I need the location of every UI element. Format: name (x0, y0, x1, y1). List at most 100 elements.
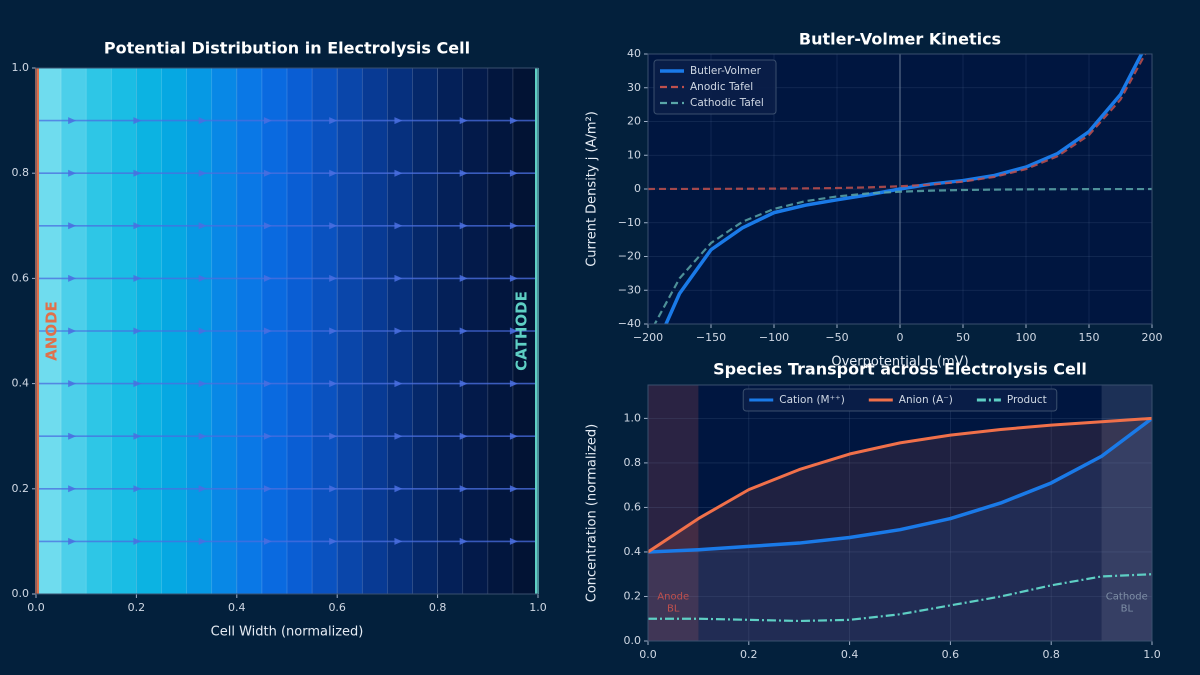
arrowhead (459, 537, 468, 545)
x-tick-label: 0.4 (841, 648, 859, 661)
arrowhead (133, 117, 142, 125)
arrowhead (394, 537, 403, 545)
arrowhead (133, 537, 142, 545)
arrowhead (263, 169, 272, 177)
arrowhead (509, 485, 518, 493)
arrowhead (133, 380, 142, 388)
x-tick-label: 50 (956, 331, 970, 344)
arrowhead (198, 380, 207, 388)
arrowhead (198, 222, 207, 230)
arrowhead (68, 485, 77, 493)
x-tick-label: −50 (825, 331, 848, 344)
y-axis-label: Concentration (normalized) (585, 424, 600, 602)
arrowhead (263, 432, 272, 440)
arrowhead (509, 537, 518, 545)
y-tick-label: 0.0 (624, 634, 642, 647)
arrowhead (394, 380, 403, 388)
arrowhead (509, 117, 518, 125)
y-axis-label: Current Density j (A/m²) (585, 111, 600, 267)
legend-label: Butler-Volmer (690, 65, 762, 77)
x-axis-label: Overpotential η (mV) (831, 355, 968, 370)
plot-layer (648, 385, 1152, 641)
y-tick-label: 1.0 (624, 411, 642, 424)
x-tick-label: 150 (1079, 331, 1100, 344)
arrowhead (198, 274, 207, 282)
arrowhead (329, 274, 338, 282)
arrowhead (263, 485, 272, 493)
boundary-label: Anode (657, 591, 689, 602)
x-tick-label: 0.8 (1042, 648, 1060, 661)
x-tick-label: 1.0 (1143, 648, 1161, 661)
cathode (535, 68, 539, 594)
arrowhead (394, 432, 403, 440)
y-tick-label: 1.0 (12, 61, 30, 74)
arrowhead (198, 432, 207, 440)
arrowhead (509, 169, 518, 177)
chart-title: Species Transport across Electrolysis Ce… (713, 360, 1087, 379)
x-tick-label: 0.4 (228, 601, 246, 614)
arrowhead (68, 169, 77, 177)
plot-layer (36, 68, 538, 594)
series-line (648, 416, 1152, 554)
y-tick-label: 0.2 (624, 589, 642, 602)
arrowhead (68, 327, 77, 335)
boundary-label: Cathode (1106, 591, 1148, 602)
y-tick-label: 0.4 (624, 545, 642, 558)
x-tick-label: 0.6 (328, 601, 346, 614)
x-tick-label: 0.6 (942, 648, 960, 661)
arrowhead (459, 274, 468, 282)
arrowhead (198, 485, 207, 493)
x-tick-label: 100 (1016, 331, 1037, 344)
arrowhead (509, 274, 518, 282)
arrowhead (68, 222, 77, 230)
legend-label: Product (1007, 394, 1047, 406)
arrowhead (263, 380, 272, 388)
arrowhead (198, 117, 207, 125)
arrowhead (394, 169, 403, 177)
arrowhead (459, 327, 468, 335)
y-tick-label: −20 (618, 250, 641, 263)
arrowhead (394, 327, 403, 335)
y-tick-label: 30 (627, 81, 641, 94)
arrowhead (133, 432, 142, 440)
boundary-layer (1101, 385, 1152, 641)
legend-box (742, 388, 1058, 412)
legend-label: Anion (A⁻) (899, 394, 953, 406)
arrowhead (263, 327, 272, 335)
x-tick-label: −100 (759, 331, 789, 344)
plot-frame (35, 67, 539, 595)
series-line (648, 416, 1152, 554)
arrowhead (68, 537, 77, 545)
x-tick-label: 0.0 (639, 648, 657, 661)
x-tick-label: 0.0 (27, 601, 45, 614)
arrowhead (68, 274, 77, 282)
arrowhead (509, 327, 518, 335)
arrowhead (133, 169, 142, 177)
electrode-label: ANODE (43, 301, 61, 361)
y-tick-label: −10 (618, 216, 641, 229)
arrowhead (198, 327, 207, 335)
electrode-label: CATHODE (513, 291, 531, 371)
series-line (653, 187, 1152, 324)
boundary-layer (648, 385, 699, 641)
legend-label: Anodic Tafel (690, 81, 753, 93)
arrowhead (394, 485, 403, 493)
anode (35, 68, 39, 594)
x-tick-label: −150 (696, 331, 726, 344)
arrowhead (68, 117, 77, 125)
x-tick-label: 1.0 (529, 601, 547, 614)
chart-title: Potential Distribution in Electrolysis C… (104, 39, 470, 58)
arrowhead (459, 380, 468, 388)
legend-box (653, 59, 777, 115)
arrowhead (133, 327, 142, 335)
y-tick-label: −40 (618, 317, 641, 330)
arrowhead (329, 169, 338, 177)
arrowhead (68, 432, 77, 440)
series-line (664, 54, 1144, 324)
arrowhead (329, 117, 338, 125)
arrowhead (509, 432, 518, 440)
x-tick-label: 200 (1142, 331, 1163, 344)
chart-title: Butler-Volmer Kinetics (799, 30, 1001, 49)
x-tick-label: 0.2 (128, 601, 146, 614)
plot-frame (647, 53, 1153, 325)
